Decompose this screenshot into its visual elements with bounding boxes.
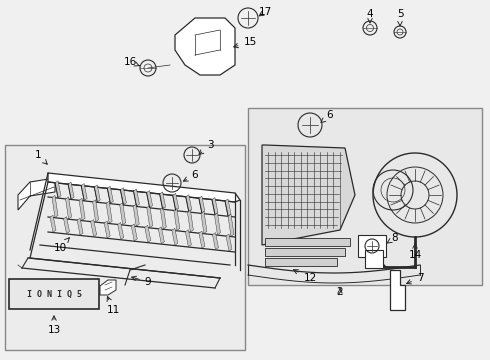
Polygon shape <box>133 189 140 206</box>
Bar <box>248 108 482 285</box>
Polygon shape <box>48 173 240 202</box>
Polygon shape <box>228 214 234 236</box>
Polygon shape <box>77 218 83 235</box>
Text: 4: 4 <box>367 9 373 23</box>
Polygon shape <box>174 208 180 230</box>
Text: 7: 7 <box>407 273 423 284</box>
Text: 2: 2 <box>337 287 343 297</box>
Polygon shape <box>93 200 98 222</box>
Text: 6: 6 <box>321 110 333 122</box>
Polygon shape <box>172 228 178 245</box>
Polygon shape <box>133 204 139 226</box>
Text: 15: 15 <box>234 37 257 48</box>
Polygon shape <box>64 217 70 234</box>
Polygon shape <box>147 206 153 228</box>
Polygon shape <box>145 225 151 242</box>
Polygon shape <box>79 198 85 220</box>
Polygon shape <box>158 227 164 244</box>
Polygon shape <box>225 199 231 216</box>
Polygon shape <box>104 221 110 238</box>
Polygon shape <box>199 231 205 248</box>
Bar <box>365 250 383 268</box>
Text: 13: 13 <box>48 316 61 335</box>
Text: 6: 6 <box>183 170 198 181</box>
Text: 1: 1 <box>35 150 47 164</box>
Text: 14: 14 <box>408 244 421 260</box>
Polygon shape <box>199 196 205 213</box>
Polygon shape <box>131 224 137 241</box>
Polygon shape <box>120 203 126 225</box>
Polygon shape <box>265 238 350 246</box>
Polygon shape <box>52 195 58 217</box>
Polygon shape <box>187 210 194 232</box>
Polygon shape <box>94 185 100 202</box>
Text: 12: 12 <box>294 270 317 283</box>
Polygon shape <box>18 178 55 210</box>
Polygon shape <box>213 233 219 249</box>
Polygon shape <box>50 215 56 232</box>
Polygon shape <box>212 198 218 215</box>
FancyBboxPatch shape <box>9 279 99 309</box>
Polygon shape <box>91 220 97 237</box>
Polygon shape <box>186 195 192 212</box>
Text: 8: 8 <box>387 233 398 243</box>
Bar <box>358 235 386 257</box>
Polygon shape <box>175 18 235 75</box>
Polygon shape <box>66 197 72 219</box>
Polygon shape <box>185 230 192 247</box>
Text: 16: 16 <box>123 57 140 67</box>
Polygon shape <box>160 192 166 209</box>
Polygon shape <box>147 190 152 207</box>
Polygon shape <box>265 248 345 256</box>
Bar <box>5 145 245 350</box>
Polygon shape <box>226 234 232 251</box>
Text: 3: 3 <box>199 140 213 154</box>
Polygon shape <box>55 181 61 198</box>
Polygon shape <box>121 188 126 205</box>
Polygon shape <box>172 193 179 210</box>
Polygon shape <box>107 186 113 203</box>
Polygon shape <box>201 211 207 233</box>
Polygon shape <box>100 280 116 295</box>
Text: I O N I Q 5: I O N I Q 5 <box>26 289 81 298</box>
Polygon shape <box>118 222 123 239</box>
Text: 11: 11 <box>106 297 120 315</box>
Text: 10: 10 <box>53 238 69 253</box>
Text: 9: 9 <box>132 276 151 287</box>
Text: 17: 17 <box>258 7 271 17</box>
Text: 5: 5 <box>397 9 403 26</box>
Polygon shape <box>265 258 337 266</box>
Polygon shape <box>81 184 87 201</box>
Polygon shape <box>106 201 112 223</box>
Polygon shape <box>160 207 166 229</box>
Polygon shape <box>68 182 74 199</box>
Polygon shape <box>262 145 355 245</box>
Polygon shape <box>215 213 220 235</box>
Polygon shape <box>390 270 405 310</box>
